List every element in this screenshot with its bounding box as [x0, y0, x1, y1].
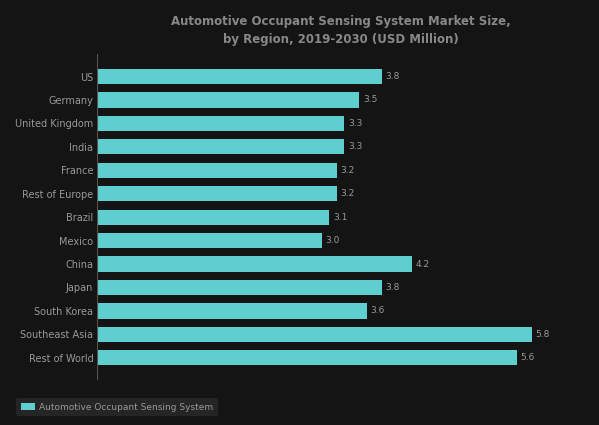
Text: 3.2: 3.2 — [341, 189, 355, 198]
Text: 3.1: 3.1 — [333, 212, 347, 222]
Bar — [98, 186, 337, 201]
Bar — [98, 139, 344, 154]
Bar — [98, 163, 337, 178]
Text: 3.0: 3.0 — [326, 236, 340, 245]
Bar — [98, 233, 322, 248]
Text: 3.2: 3.2 — [341, 166, 355, 175]
Bar — [98, 256, 412, 272]
Text: 3.3: 3.3 — [348, 142, 362, 151]
Text: 3.8: 3.8 — [386, 72, 400, 81]
Text: 5.8: 5.8 — [536, 330, 550, 339]
Bar — [98, 280, 382, 295]
Title: Automotive Occupant Sensing System Market Size,
by Region, 2019-2030 (USD Millio: Automotive Occupant Sensing System Marke… — [171, 15, 510, 46]
Text: 3.8: 3.8 — [386, 283, 400, 292]
Text: 3.3: 3.3 — [348, 119, 362, 128]
Text: 5.6: 5.6 — [521, 353, 535, 362]
Bar — [98, 210, 329, 225]
Bar — [98, 327, 531, 342]
Text: 3.6: 3.6 — [371, 306, 385, 315]
Bar — [98, 350, 516, 366]
Legend: Automotive Occupant Sensing System: Automotive Occupant Sensing System — [17, 398, 217, 416]
Bar — [98, 303, 367, 319]
Text: 3.5: 3.5 — [363, 96, 377, 105]
Text: 4.2: 4.2 — [416, 260, 429, 269]
Bar — [98, 92, 359, 108]
Bar — [98, 116, 344, 131]
Bar — [98, 69, 382, 84]
